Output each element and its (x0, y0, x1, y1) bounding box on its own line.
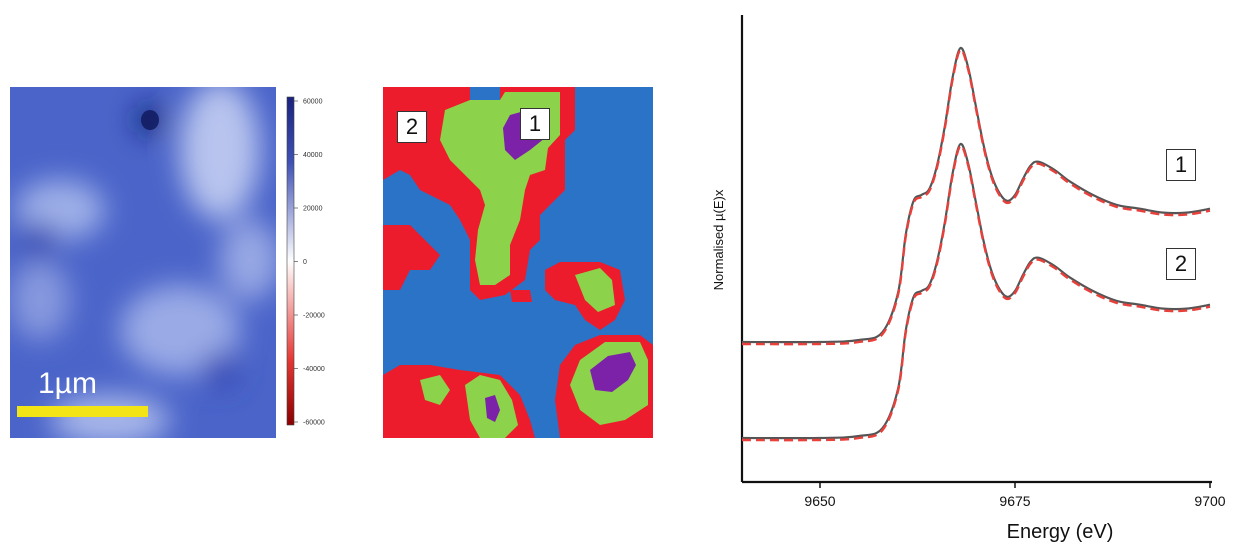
series-1-measured-line (741, 46, 1211, 344)
colorbar-tick-label: 40000 (303, 152, 323, 159)
colorbar-tick-label: -60000 (303, 420, 325, 427)
series-label-1: 1 (1166, 149, 1196, 181)
colorbar-tick-label: 20000 (303, 206, 323, 213)
intensity-map (10, 87, 276, 438)
colorbar-tick-label: 0 (303, 259, 307, 266)
x-tick-label: 9700 (1194, 493, 1225, 509)
colorbar-tick-label: -40000 (303, 366, 325, 373)
colorbar: 60000 40000 20000 0 -20000 -40000 -60000 (286, 96, 325, 427)
xanes-chart: 9650 9675 9700 Energy (eV) Normalised µ(E)… (711, 15, 1226, 543)
x-axis-label: Energy (eV) (1007, 521, 1114, 543)
scale-bar-label: 1µm (38, 367, 97, 400)
cluster-map (383, 87, 653, 438)
x-tick-label: 9650 (804, 493, 835, 509)
x-tick-label: 9675 (999, 493, 1030, 509)
series-1-fit-line (741, 48, 1211, 346)
series-2-measured-line (741, 142, 1211, 440)
colorbar-tick-label: -20000 (303, 313, 325, 320)
scale-bar (17, 406, 148, 417)
colorbar-tick-label: 60000 (303, 99, 323, 106)
cluster-label-2: 2 (397, 111, 427, 143)
cluster-label-1: 1 (520, 108, 550, 140)
series-2-fit-line (741, 144, 1211, 442)
series-label-2: 2 (1166, 248, 1196, 280)
y-axis-label: Normalised µ(E)x (711, 189, 726, 290)
